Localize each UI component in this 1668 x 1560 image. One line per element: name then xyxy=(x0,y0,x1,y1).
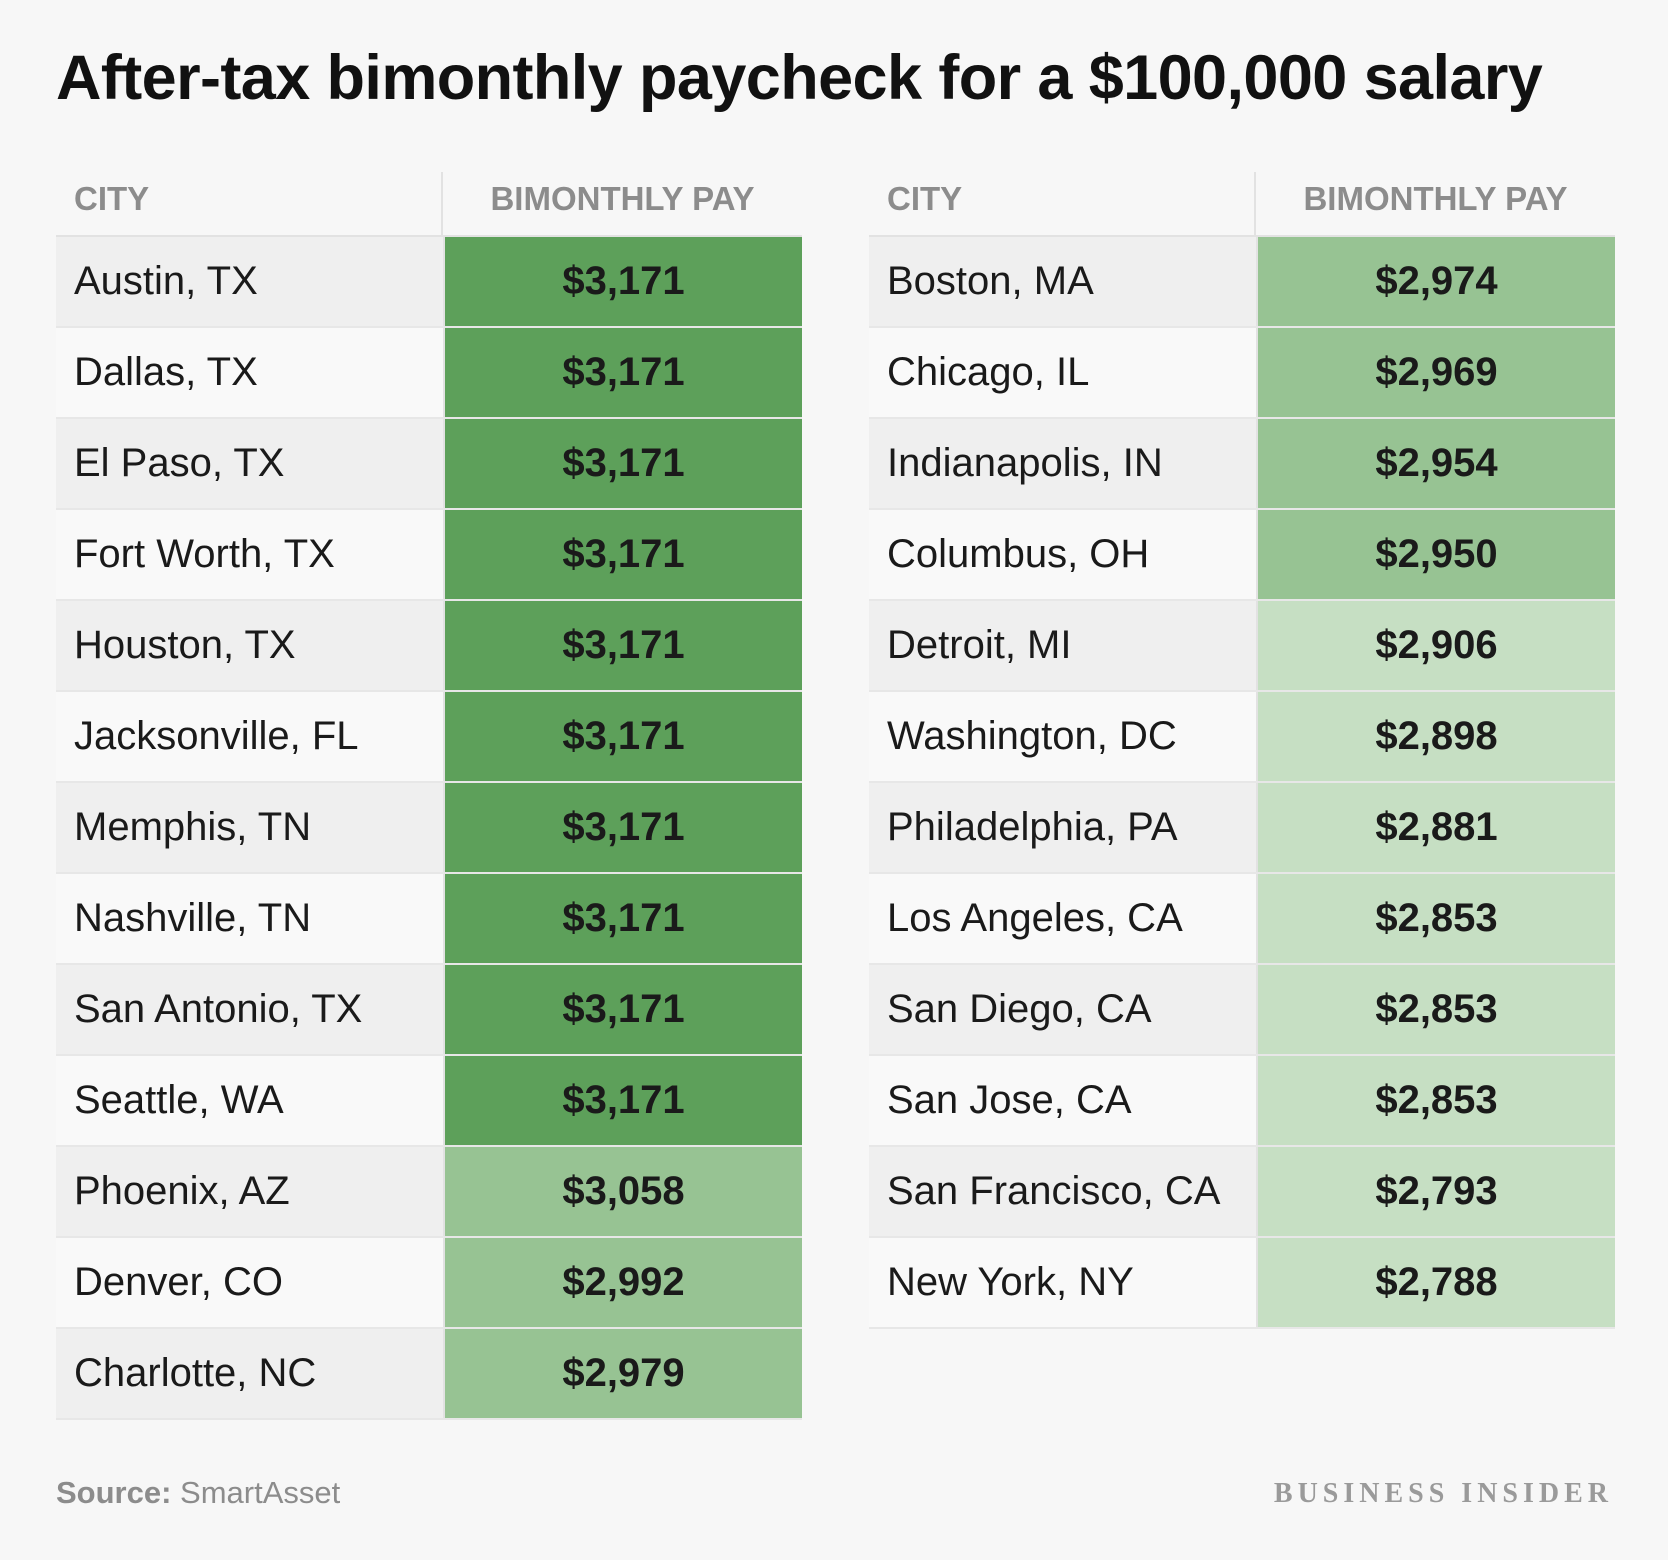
pay-cell: $3,171 xyxy=(443,601,802,690)
city-cell: San Jose, CA xyxy=(869,1056,1256,1145)
table-body: Austin, TX $3,171 Dallas, TX $3,171 El Paso,… xyxy=(56,237,802,1420)
table-row: San Francisco, CA $2,793 xyxy=(869,1147,1615,1238)
table-row: Boston, MA $2,974 xyxy=(869,237,1615,328)
city-cell: San Francisco, CA xyxy=(869,1147,1256,1236)
pay-cell: $2,974 xyxy=(1256,237,1615,326)
pay-cell: $3,171 xyxy=(443,328,802,417)
city-column-header: CITY xyxy=(869,172,1256,235)
city-column-header: CITY xyxy=(56,172,443,235)
table-row: Phoenix, AZ $3,058 xyxy=(56,1147,802,1238)
city-cell: Houston, TX xyxy=(56,601,443,690)
source-label: Source: xyxy=(56,1475,172,1510)
city-cell: San Diego, CA xyxy=(869,965,1256,1054)
table-row: Dallas, TX $3,171 xyxy=(56,328,802,419)
pay-cell: $2,793 xyxy=(1256,1147,1615,1236)
pay-cell: $2,969 xyxy=(1256,328,1615,417)
brand-logo: BUSINESS INSIDER xyxy=(1273,1478,1613,1509)
city-cell: Columbus, OH xyxy=(869,510,1256,599)
pay-column-header: BIMONTHLY PAY xyxy=(1303,180,1568,217)
table-row: Detroit, MI $2,906 xyxy=(869,601,1615,692)
pay-cell: $3,058 xyxy=(443,1147,802,1236)
city-cell: Nashville, TN xyxy=(56,874,443,963)
city-cell: Jacksonville, FL xyxy=(56,692,443,781)
table-body: Boston, MA $2,974 Chicago, IL $2,969 Indiana… xyxy=(869,237,1615,1329)
pay-cell: $3,171 xyxy=(443,874,802,963)
pay-cell: $2,950 xyxy=(1256,510,1615,599)
table-row: Denver, CO $2,992 xyxy=(56,1238,802,1329)
city-cell: New York, NY xyxy=(869,1238,1256,1327)
pay-cell: $2,788 xyxy=(1256,1238,1615,1327)
table-row: Columbus, OH $2,950 xyxy=(869,510,1615,601)
pay-cell: $3,171 xyxy=(443,965,802,1054)
table-row: New York, NY $2,788 xyxy=(869,1238,1615,1329)
pay-cell: $2,881 xyxy=(1256,783,1615,872)
pay-cell: $3,171 xyxy=(443,237,802,326)
table-row: El Paso, TX $3,171 xyxy=(56,419,802,510)
city-cell: Detroit, MI xyxy=(869,601,1256,690)
city-cell: Philadelphia, PA xyxy=(869,783,1256,872)
pay-cell: $3,171 xyxy=(443,783,802,872)
table-row: San Antonio, TX $3,171 xyxy=(56,965,802,1056)
table-row: San Jose, CA $2,853 xyxy=(869,1056,1615,1147)
table-row: Charlotte, NC $2,979 xyxy=(56,1329,802,1420)
table-row: Austin, TX $3,171 xyxy=(56,237,802,328)
table-header: CITY BIMONTHLY PAY xyxy=(869,172,1615,237)
left-table: CITY BIMONTHLY PAY Austin, TX $3,171 Dalla… xyxy=(56,172,802,1420)
table-row: Jacksonville, FL $3,171 xyxy=(56,692,802,783)
table-row: Fort Worth, TX $3,171 xyxy=(56,510,802,601)
table-row: Houston, TX $3,171 xyxy=(56,601,802,692)
pay-cell: $3,171 xyxy=(443,692,802,781)
pay-cell: $2,853 xyxy=(1256,874,1615,963)
source-name: SmartAsset xyxy=(180,1475,341,1510)
city-cell: Memphis, TN xyxy=(56,783,443,872)
pay-column-header: BIMONTHLY PAY xyxy=(490,180,755,217)
city-cell: Indianapolis, IN xyxy=(869,419,1256,508)
source-note: Source: SmartAsset xyxy=(56,1475,340,1511)
city-cell: San Antonio, TX xyxy=(56,965,443,1054)
table-row: Memphis, TN $3,171 xyxy=(56,783,802,874)
pay-cell: $2,979 xyxy=(443,1329,802,1418)
pay-cell: $3,171 xyxy=(443,1056,802,1145)
table-row: San Diego, CA $2,853 xyxy=(869,965,1615,1056)
table-row: Los Angeles, CA $2,853 xyxy=(869,874,1615,965)
table-row: Washington, DC $2,898 xyxy=(869,692,1615,783)
city-cell: Austin, TX xyxy=(56,237,443,326)
city-cell: Dallas, TX xyxy=(56,328,443,417)
table-header: CITY BIMONTHLY PAY xyxy=(56,172,802,237)
city-cell: El Paso, TX xyxy=(56,419,443,508)
city-cell: Charlotte, NC xyxy=(56,1329,443,1418)
chart-title: After-tax bimonthly paycheck for a $100,… xyxy=(56,43,1543,113)
pay-cell: $2,906 xyxy=(1256,601,1615,690)
pay-cell: $2,898 xyxy=(1256,692,1615,781)
city-cell: Los Angeles, CA xyxy=(869,874,1256,963)
pay-cell: $3,171 xyxy=(443,419,802,508)
table-row: Nashville, TN $3,171 xyxy=(56,874,802,965)
city-cell: Fort Worth, TX xyxy=(56,510,443,599)
pay-cell: $2,992 xyxy=(443,1238,802,1327)
city-cell: Chicago, IL xyxy=(869,328,1256,417)
pay-cell: $2,853 xyxy=(1256,1056,1615,1145)
pay-cell: $2,954 xyxy=(1256,419,1615,508)
city-cell: Boston, MA xyxy=(869,237,1256,326)
pay-cell: $3,171 xyxy=(443,510,802,599)
table-row: Seattle, WA $3,171 xyxy=(56,1056,802,1147)
pay-cell: $2,853 xyxy=(1256,965,1615,1054)
city-cell: Washington, DC xyxy=(869,692,1256,781)
table-row: Chicago, IL $2,969 xyxy=(869,328,1615,419)
city-cell: Seattle, WA xyxy=(56,1056,443,1145)
right-table: CITY BIMONTHLY PAY Boston, MA $2,974 Chica… xyxy=(869,172,1615,1329)
city-cell: Phoenix, AZ xyxy=(56,1147,443,1236)
table-row: Indianapolis, IN $2,954 xyxy=(869,419,1615,510)
table-row: Philadelphia, PA $2,881 xyxy=(869,783,1615,874)
city-cell: Denver, CO xyxy=(56,1238,443,1327)
